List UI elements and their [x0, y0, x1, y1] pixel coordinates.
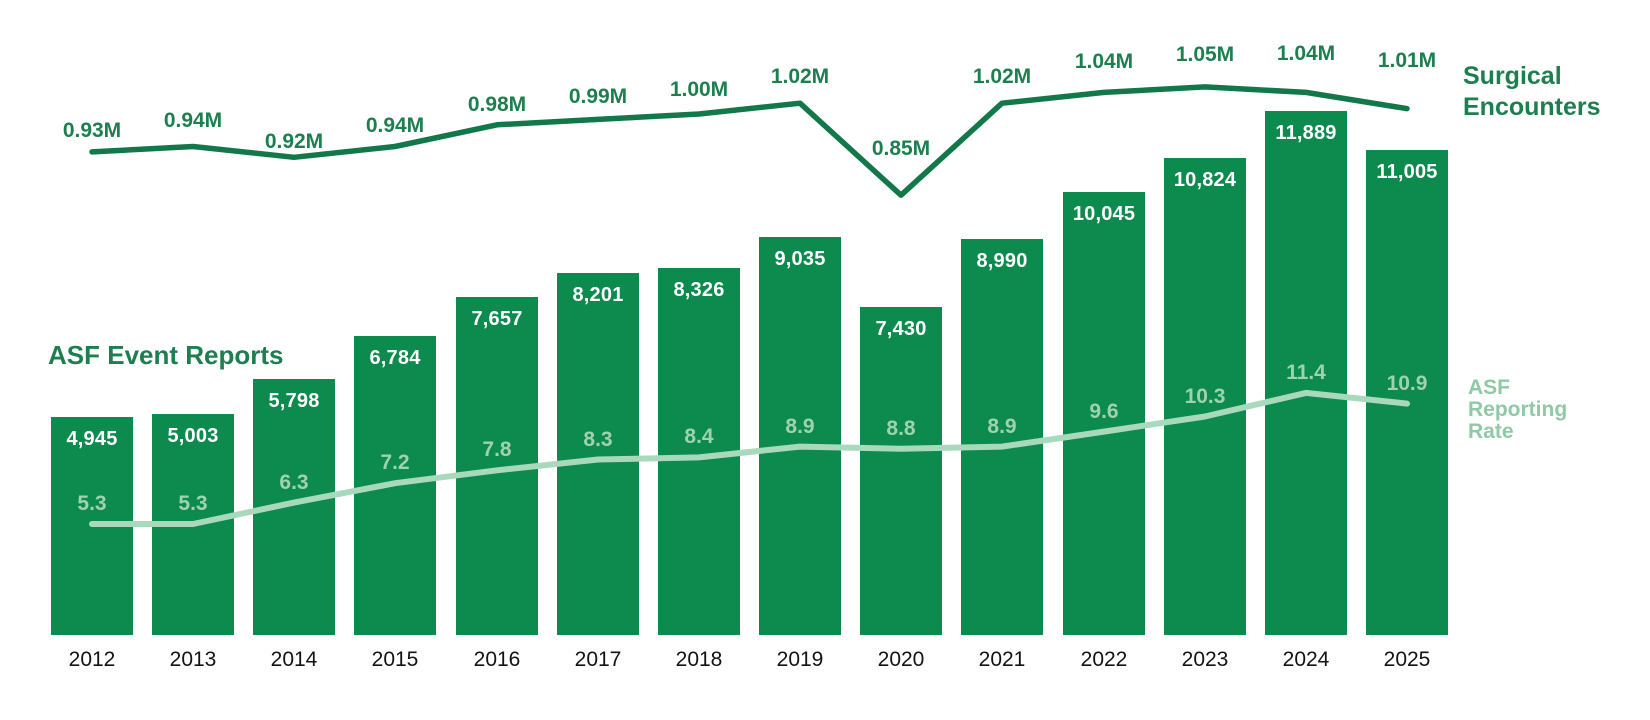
bar-value-label: 6,784 — [369, 347, 421, 369]
surgical-value-label: 0.94M — [365, 114, 425, 137]
surgical-value-label: 0.99M — [568, 85, 628, 108]
rate-value-label: 8.4 — [684, 425, 714, 448]
rate-value-label: 9.6 — [1089, 400, 1119, 423]
x-axis-label: 2023 — [1181, 648, 1229, 671]
bars-series-label: ASF Event Reports — [48, 340, 284, 370]
surgical-value-label: 1.01M — [1377, 49, 1437, 72]
x-axis-label: 2017 — [574, 648, 622, 671]
x-axis-label: 2012 — [68, 648, 116, 671]
surgical-value-label: 0.93M — [62, 119, 122, 142]
reporting-rate-label: ASF Reporting Rate — [1468, 376, 1568, 443]
surgical-value-label: 0.85M — [871, 137, 931, 160]
rate-value-label: 10.3 — [1184, 385, 1226, 408]
x-axis-label: 2013 — [169, 648, 217, 671]
rate-value-label: 5.3 — [77, 492, 107, 515]
x-axis-label: 2016 — [473, 648, 521, 671]
rate-value-label: 8.3 — [583, 428, 613, 451]
rate-value-label: 10.9 — [1386, 372, 1428, 395]
x-axis-label: 2021 — [978, 648, 1026, 671]
surgical-value-label: 0.98M — [467, 93, 527, 116]
surgical-value-label: 1.02M — [972, 65, 1032, 88]
x-axis-label: 2022 — [1080, 648, 1128, 671]
x-axis-label: 2014 — [270, 648, 318, 671]
bar-value-label: 7,657 — [471, 308, 523, 330]
x-axis-label: 2024 — [1282, 648, 1330, 671]
rate-value-label: 11.4 — [1286, 361, 1326, 384]
surgical-value-label: 1.02M — [770, 65, 830, 88]
bar-value-label: 10,045 — [1072, 203, 1136, 225]
bar-value-label: 9,035 — [774, 248, 826, 270]
surgical-value-label: 1.00M — [669, 78, 729, 101]
x-axis-label: 2015 — [371, 648, 419, 671]
rate-value-label: 7.8 — [482, 438, 512, 461]
x-axis-label: 2025 — [1383, 648, 1431, 671]
rate-value-label: 7.2 — [380, 451, 410, 474]
x-axis-label: 2019 — [776, 648, 824, 671]
surgical-value-label: 1.04M — [1276, 42, 1336, 65]
bar-value-label: 7,430 — [875, 318, 927, 340]
rate-value-label: 8.8 — [886, 417, 916, 440]
surgical-value-label: 1.04M — [1074, 50, 1134, 73]
bar-value-label: 8,326 — [673, 279, 725, 301]
bar-value-label: 8,990 — [976, 250, 1028, 272]
surgical-value-label: 0.92M — [264, 130, 324, 153]
rate-value-label: 8.9 — [987, 415, 1017, 438]
rate-value-label: 5.3 — [178, 492, 208, 515]
surgical-value-label: 1.05M — [1175, 43, 1235, 66]
surgical-encounters-label: Surgical Encounters — [1463, 62, 1601, 121]
bar-value-label: 8,201 — [572, 284, 624, 306]
x-axis-label: 2020 — [877, 648, 925, 671]
rate-value-label: 6.3 — [279, 471, 309, 494]
rate-value-label: 8.9 — [785, 415, 815, 438]
x-axis-label: 2018 — [675, 648, 723, 671]
surgical-value-label: 0.94M — [163, 109, 223, 132]
